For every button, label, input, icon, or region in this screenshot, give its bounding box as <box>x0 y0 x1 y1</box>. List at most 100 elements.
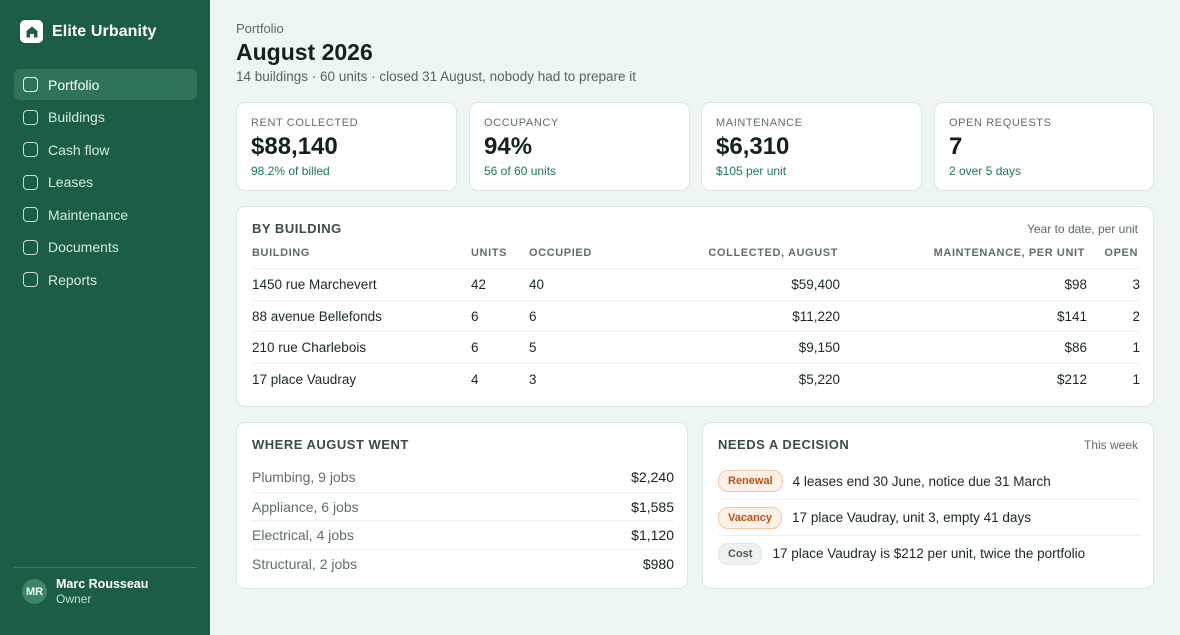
list-item[interactable]: Cost 17 place Vaudray is $212 per unit, … <box>718 535 1140 571</box>
units-value: 6 <box>471 340 479 355</box>
status-badge: Vacancy <box>718 506 783 529</box>
units-value: 4 <box>471 371 479 387</box>
units-value: 6 <box>471 308 479 324</box>
sidebar-item-label: Documents <box>48 239 119 255</box>
maintenance-value: $212 <box>1056 371 1087 387</box>
spend-amount: $1,120 <box>631 527 674 543</box>
page-subtitle: 14 buildings · 60 units · closed 31 Augu… <box>236 69 637 84</box>
open-value: 2 <box>1132 308 1140 324</box>
sidebar-nav: Portfolio Buildings Cash flow Leases Mai… <box>14 69 197 297</box>
sidebar-item-maintenance[interactable]: Maintenance <box>14 199 197 230</box>
sidebar-item-label: Maintenance <box>48 206 129 223</box>
sidebar-item-label: Portfolio <box>48 76 100 93</box>
table-row[interactable]: 88 avenue Bellefonds 6 6 $11,220 $141 2 <box>252 299 1140 331</box>
square-icon <box>23 272 38 287</box>
section-title: By building <box>252 221 342 236</box>
maintenance-value: $98 <box>1064 277 1087 292</box>
home-icon <box>20 20 43 43</box>
spend-amount: $1,585 <box>631 498 674 515</box>
list-item[interactable]: Vacancy 17 place Vaudray, unit 3, empty … <box>718 499 1140 535</box>
building-name: 88 avenue Bellefonds <box>252 308 382 324</box>
collected-value: $11,220 <box>792 308 840 324</box>
column-header-occupied[interactable]: Occupied <box>529 247 592 259</box>
spend-label: Structural, 2 jobs <box>252 555 358 572</box>
open-value: 3 <box>1132 277 1140 292</box>
status-badge: Cost <box>718 542 763 565</box>
maintenance-value: $141 <box>1056 308 1087 324</box>
kpi-label: Open requests <box>949 117 1052 129</box>
kpi-occupancy: Occupancy 94% 56 of 60 units <box>469 102 690 191</box>
user-role: Owner <box>56 592 92 606</box>
column-header-open[interactable]: Open <box>1104 247 1138 259</box>
sidebar-item-leases[interactable]: Leases <box>14 167 197 198</box>
kpi-sub: $105 per unit <box>716 164 787 178</box>
kpi-label: Maintenance <box>716 117 803 129</box>
square-icon <box>23 207 38 222</box>
kpi-label: Occupancy <box>484 117 559 129</box>
building-name: 210 rue Charlebois <box>252 340 367 355</box>
sidebar: Elite Urbanity Portfolio Buildings Cash … <box>0 0 210 635</box>
spend-label: Appliance, 6 jobs <box>252 498 359 515</box>
brand[interactable]: Elite Urbanity <box>20 20 157 43</box>
section-meta: This week <box>1083 438 1138 452</box>
column-header-collected[interactable]: Collected, August <box>708 247 838 259</box>
column-header-units[interactable]: Units <box>471 247 507 259</box>
kpi-open-requests: Open requests 7 2 over 5 days <box>934 102 1154 191</box>
user-profile[interactable]: MR Marc Rousseau Owner <box>22 577 148 606</box>
sidebar-item-cash-flow[interactable]: Cash flow <box>14 134 197 165</box>
list-item[interactable]: Structural, 2 jobs $980 <box>252 548 674 578</box>
open-value: 1 <box>1132 340 1140 355</box>
spend-label: Electrical, 4 jobs <box>252 527 354 543</box>
open-value: 1 <box>1132 371 1140 387</box>
list-item[interactable]: Plumbing, 9 jobs $2,240 <box>252 463 674 492</box>
table-row[interactable]: 210 rue Charlebois 6 5 $9,150 $86 1 <box>252 331 1140 362</box>
sidebar-item-label: Leases <box>48 174 94 190</box>
breadcrumb: Portfolio <box>236 21 284 36</box>
sidebar-divider <box>14 567 197 568</box>
square-icon <box>23 77 38 92</box>
building-name: 1450 rue Marchevert <box>252 277 377 292</box>
kpi-value: 94% <box>484 133 533 160</box>
square-icon <box>23 109 38 125</box>
units-value: 42 <box>471 277 487 292</box>
collected-value: $5,220 <box>798 371 840 387</box>
status-badge: Renewal <box>718 470 783 492</box>
kpi-maintenance: Maintenance $6,310 $105 per unit <box>701 102 922 191</box>
collected-value: $9,150 <box>798 340 840 355</box>
sidebar-item-reports[interactable]: Reports <box>14 264 197 295</box>
sidebar-item-label: Reports <box>48 271 98 288</box>
square-icon <box>23 174 38 190</box>
kpi-sub: 98.2% of billed <box>251 164 330 178</box>
kpi-value: $88,140 <box>251 133 338 160</box>
sidebar-item-portfolio[interactable]: Portfolio <box>14 69 197 100</box>
page-title: August 2026 <box>236 39 373 65</box>
app-name: Elite Urbanity <box>52 22 157 40</box>
kpi-value: 7 <box>949 133 963 160</box>
section-title: Where August went <box>252 437 409 452</box>
buildings-table: By building Year to date, per unit Build… <box>236 206 1154 407</box>
column-header-building[interactable]: Building <box>252 247 310 259</box>
kpi-value: $6,310 <box>716 133 790 160</box>
kpi-sub: 56 of 60 units <box>484 164 557 178</box>
spend-amount: $980 <box>642 555 674 572</box>
square-icon <box>23 239 38 255</box>
occupied-value: 5 <box>529 340 537 355</box>
spend-label: Plumbing, 9 jobs <box>252 469 356 485</box>
decision-text: 17 place Vaudray is $212 per unit, twice… <box>772 546 1086 561</box>
avatar: MR <box>22 579 47 604</box>
list-item[interactable]: Renewal 4 leases end 30 June, notice due… <box>718 463 1140 499</box>
section-title: Needs a decision <box>718 437 850 452</box>
kpi-rent-collected: Rent collected $88,140 98.2% of billed <box>236 102 457 191</box>
maintenance-value: $86 <box>1064 340 1087 355</box>
column-header-maintenance[interactable]: Maintenance, per unit <box>933 247 1085 259</box>
table-row[interactable]: 1450 rue Marchevert 42 40 $59,400 $98 3 <box>252 268 1140 299</box>
list-item[interactable]: Appliance, 6 jobs $1,585 <box>252 491 674 521</box>
sidebar-item-buildings[interactable]: Buildings <box>14 102 197 133</box>
table-row[interactable]: 17 place Vaudray 4 3 $5,220 $212 1 <box>252 362 1140 394</box>
sidebar-item-documents[interactable]: Documents <box>14 232 197 263</box>
decision-list: Needs a decision This week Renewal 4 lea… <box>702 422 1154 589</box>
occupied-value: 3 <box>529 371 537 387</box>
section-meta: Year to date, per unit <box>1027 222 1138 236</box>
list-item[interactable]: Electrical, 4 jobs $1,120 <box>252 520 674 549</box>
collected-value: $59,400 <box>791 277 840 292</box>
